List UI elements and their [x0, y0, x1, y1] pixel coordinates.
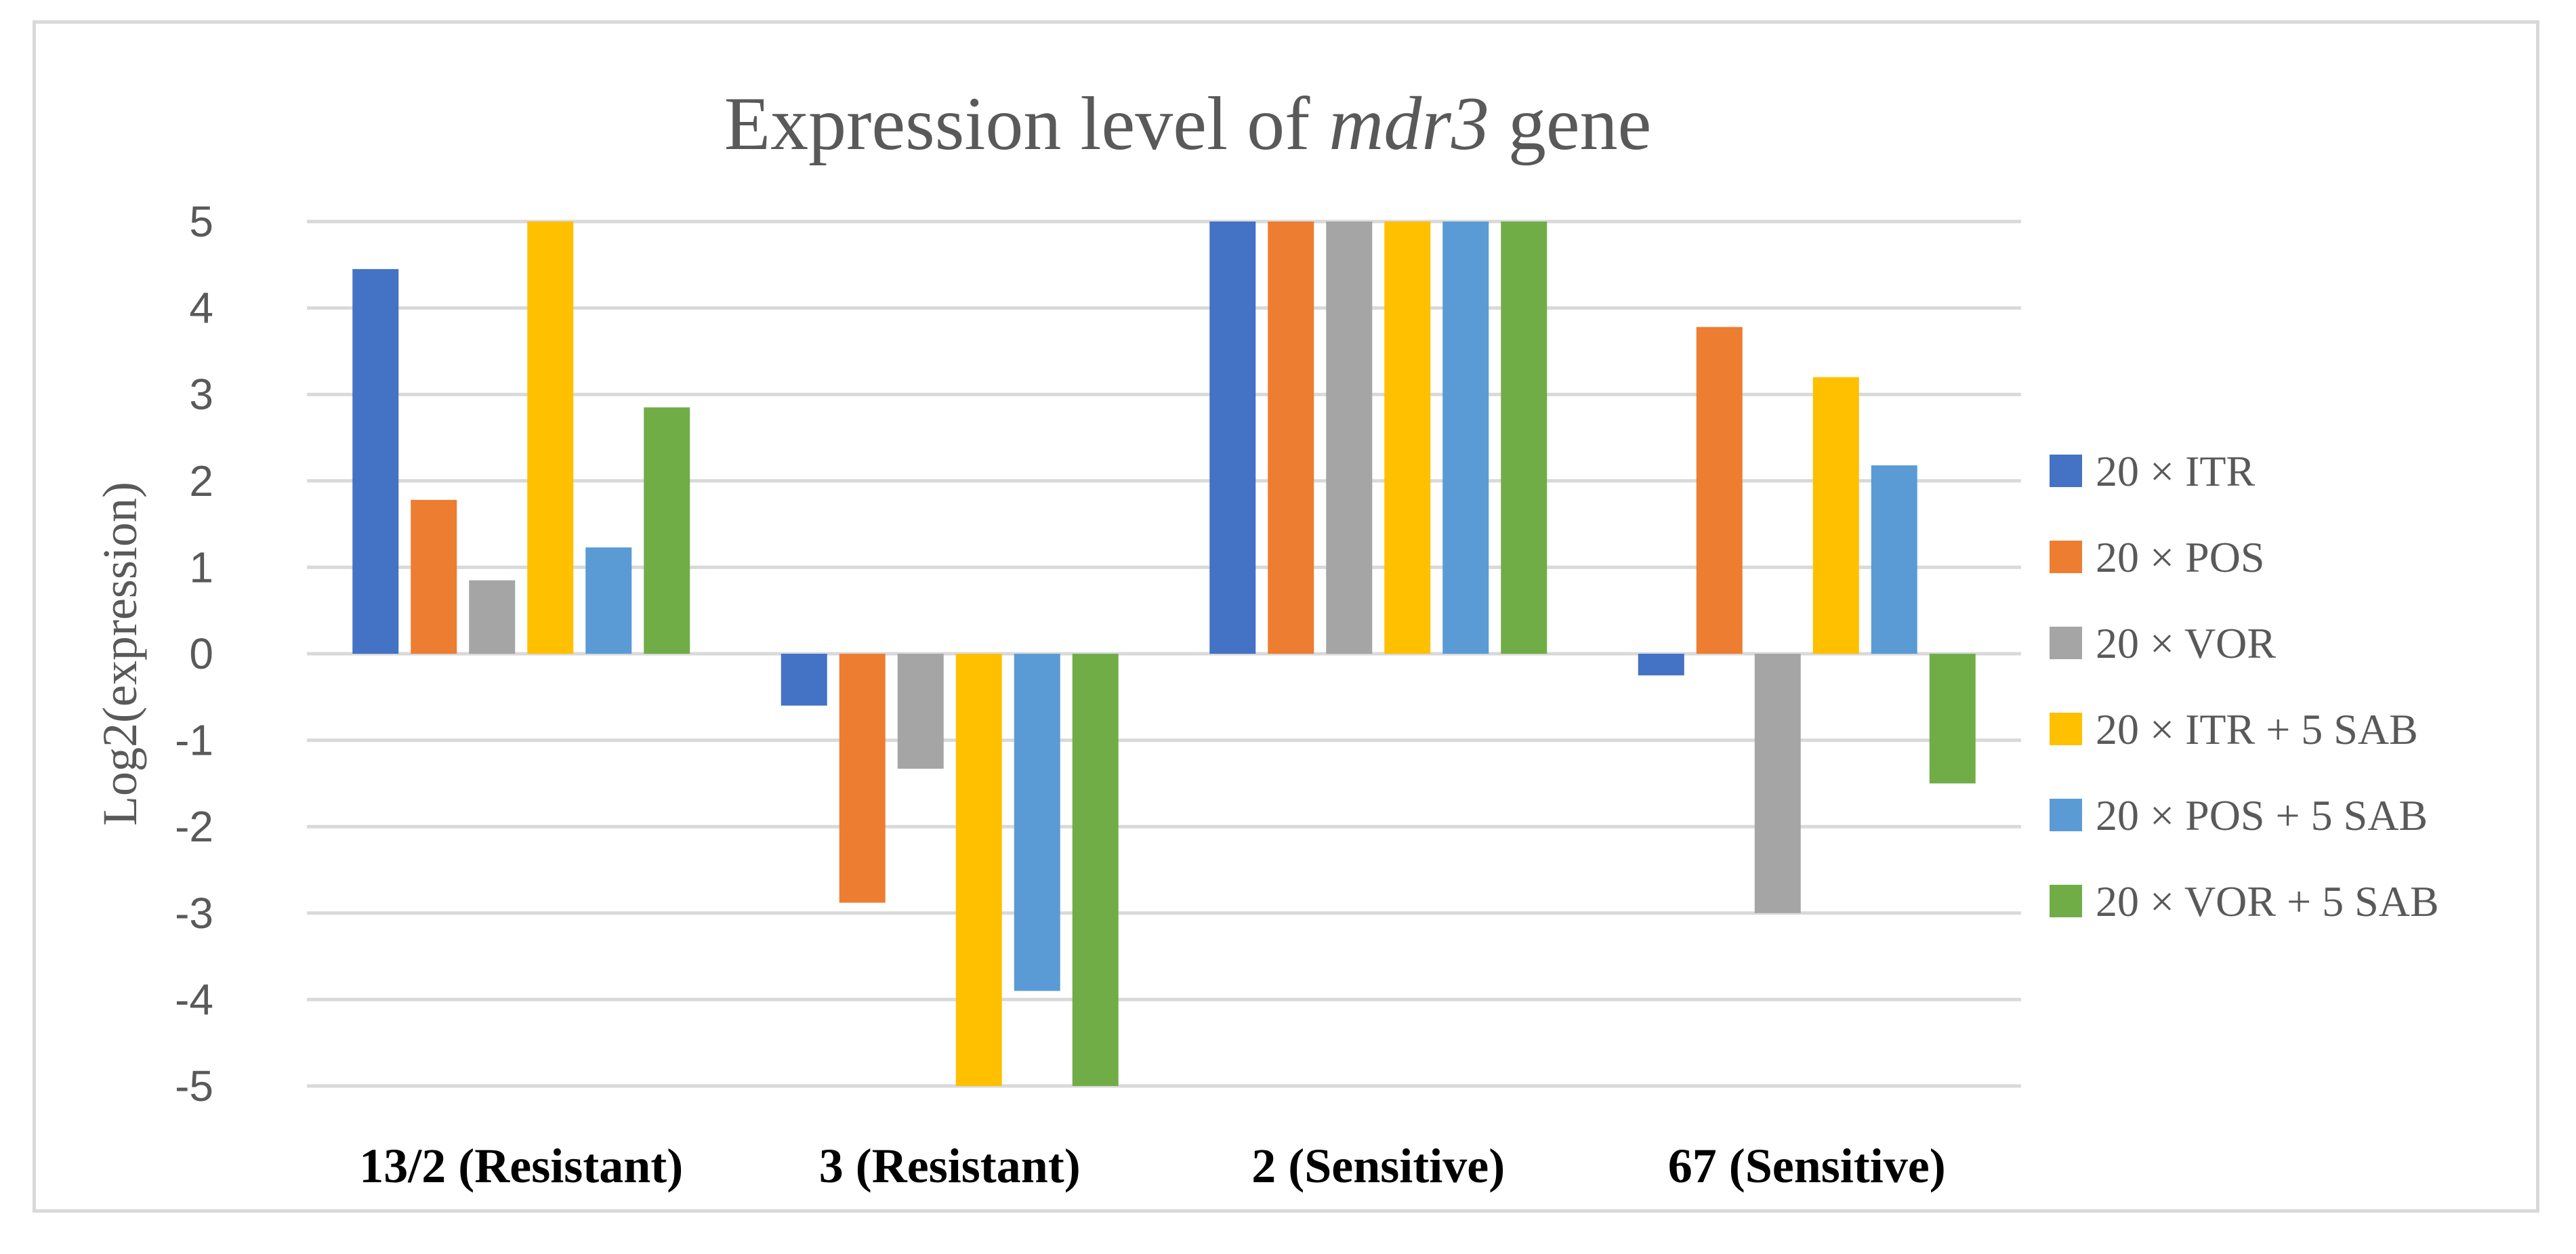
- bar: [585, 547, 632, 654]
- legend-swatch: [2050, 627, 2082, 659]
- bar: [897, 654, 944, 769]
- bar: [1072, 654, 1119, 1086]
- legend-swatch: [2050, 799, 2082, 831]
- y-tick-label: -5: [175, 1062, 213, 1110]
- bar: [1812, 377, 1859, 654]
- legend-label: 20 × ITR + 5 SAB: [2096, 705, 2418, 753]
- y-axis-label: Log2(expression): [93, 482, 147, 826]
- category-labels: 13/2 (Resistant) 3 (Resistant) 2 (Sensitiv…: [359, 1139, 1945, 1193]
- bar: [1326, 222, 1373, 654]
- bar: [1638, 654, 1684, 675]
- bar: [1442, 222, 1489, 654]
- bar: [469, 580, 516, 654]
- legend-swatch: [2050, 713, 2082, 745]
- bar: [1268, 222, 1314, 654]
- bar: [839, 654, 886, 903]
- bar: [1929, 654, 1976, 784]
- y-tick-labels: 5 4 3 2 1 0 -1 -2 -3 -4 -5: [175, 197, 213, 1110]
- bar: [1696, 327, 1743, 654]
- y-tick-label: 4: [189, 284, 213, 333]
- chart-title-text: Expression level of: [724, 82, 1329, 166]
- bar: [527, 222, 574, 654]
- y-tick-label: 0: [189, 629, 213, 678]
- y-tick-label: 2: [189, 457, 213, 505]
- chart-title-suffix: gene: [1489, 82, 1651, 166]
- legend-swatch: [2050, 455, 2082, 487]
- bar: [1871, 465, 1917, 654]
- legend-swatch: [2050, 541, 2082, 573]
- bar: [1501, 222, 1547, 654]
- bar: [644, 407, 690, 654]
- legend-label: 20 × VOR + 5 SAB: [2096, 877, 2439, 925]
- bar: [955, 654, 1002, 1086]
- y-tick-label: 5: [189, 197, 213, 246]
- legend-label: 20 × ITR: [2096, 447, 2256, 495]
- bar: [1754, 654, 1801, 913]
- category-label: 3 (Resistant): [819, 1139, 1081, 1193]
- bar: [1384, 222, 1431, 654]
- y-tick-label: -2: [175, 802, 213, 851]
- bar: [781, 654, 827, 706]
- chart-title-gene: mdr3: [1329, 82, 1489, 166]
- bars: [352, 222, 1976, 1086]
- legend-swatch: [2050, 885, 2082, 917]
- legend-label: 20 × POS + 5 SAB: [2096, 791, 2428, 839]
- legend: 20 × ITR 20 × POS 20 × VOR 20 × ITR + 5 SAB…: [2050, 447, 2439, 925]
- chart-title: Expression level of mdr3 gene: [724, 82, 1652, 166]
- bar: [411, 499, 457, 654]
- legend-label: 20 × POS: [2096, 533, 2265, 581]
- legend-label: 20 × VOR: [2096, 619, 2276, 667]
- bar-chart: Expression level of mdr3 gene Log2(expre…: [93, 82, 2439, 1193]
- y-tick-label: -3: [175, 889, 213, 938]
- category-label: 67 (Sensitive): [1668, 1139, 1946, 1193]
- y-tick-label: -4: [175, 975, 213, 1024]
- bar: [352, 269, 399, 654]
- y-tick-label: -1: [175, 716, 213, 765]
- y-tick-label: 3: [189, 370, 213, 419]
- bar: [1014, 654, 1060, 991]
- category-label: 13/2 (Resistant): [359, 1139, 683, 1193]
- category-label: 2 (Sensitive): [1251, 1139, 1505, 1193]
- y-tick-label: 1: [189, 543, 213, 591]
- bar: [1209, 222, 1256, 654]
- chart-frame: Expression level of mdr3 gene Log2(expre…: [33, 20, 2539, 1213]
